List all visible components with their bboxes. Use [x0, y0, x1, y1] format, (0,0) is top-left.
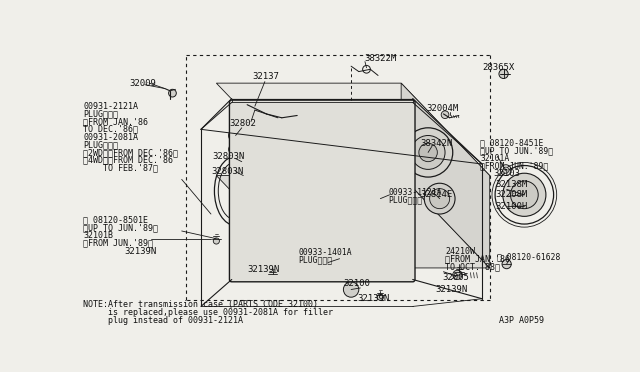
Text: 「FROM JAN.'86: 「FROM JAN.'86 [83, 117, 148, 126]
Circle shape [441, 111, 449, 119]
Text: 32101B: 32101B [83, 231, 113, 240]
Circle shape [308, 183, 332, 206]
Text: 00931-2081A: 00931-2081A [83, 132, 138, 141]
Circle shape [289, 144, 298, 153]
Circle shape [342, 237, 352, 246]
Text: 「UP TO JUN.'89」: 「UP TO JUN.'89」 [83, 224, 158, 232]
Circle shape [289, 237, 298, 246]
Text: 38342N: 38342N [420, 139, 452, 148]
Text: is replaced,please use 00931-2081A for filler: is replaced,please use 00931-2081A for f… [83, 308, 333, 317]
Circle shape [293, 168, 348, 222]
Circle shape [269, 273, 276, 279]
Text: 32139N: 32139N [357, 294, 390, 303]
Text: PLUGプラグ: PLUGプラグ [83, 140, 118, 149]
Circle shape [246, 102, 257, 113]
Text: 32139N: 32139N [247, 265, 280, 274]
Circle shape [274, 148, 367, 241]
Text: NOTE:After transmission case (PARTS CODE 32100): NOTE:After transmission case (PARTS CODE… [83, 301, 318, 310]
Circle shape [259, 107, 266, 115]
Text: 28365X: 28365X [482, 63, 515, 72]
Circle shape [403, 128, 452, 177]
Circle shape [342, 144, 352, 153]
Circle shape [344, 282, 359, 297]
Circle shape [429, 189, 450, 209]
Circle shape [236, 156, 247, 167]
Circle shape [499, 69, 508, 78]
Text: plug instead of 00931-2121A: plug instead of 00931-2121A [83, 316, 243, 325]
Circle shape [168, 89, 176, 97]
Polygon shape [216, 176, 490, 268]
Circle shape [376, 194, 385, 203]
Text: 32137: 32137 [253, 73, 280, 81]
Circle shape [378, 294, 383, 300]
Text: PLUGプラグ: PLUGプラグ [83, 109, 118, 118]
Circle shape [452, 270, 462, 279]
Text: 32005: 32005 [442, 273, 469, 282]
Text: 24210W: 24210W [445, 247, 475, 256]
Text: 32814E: 32814E [420, 190, 452, 199]
Text: 32139N: 32139N [125, 247, 157, 256]
Text: 32100H: 32100H [495, 202, 527, 211]
Text: 00933-1121A: 00933-1121A [388, 188, 442, 197]
Text: 「2WD」「FROM DEC.'86」: 「2WD」「FROM DEC.'86」 [83, 148, 178, 157]
Circle shape [369, 190, 379, 199]
Text: PLUGプラグ: PLUGプラグ [299, 256, 333, 265]
Text: 32139N: 32139N [436, 285, 468, 294]
Text: 「FROM JUN.'89」: 「FROM JUN.'89」 [481, 162, 548, 171]
Circle shape [456, 271, 462, 277]
Circle shape [502, 260, 511, 269]
Text: Ⓑ 08120-8501E: Ⓑ 08120-8501E [83, 216, 148, 225]
Text: Ⓑ 08120-61628: Ⓑ 08120-61628 [497, 252, 561, 261]
Text: 32009: 32009 [129, 78, 156, 88]
Text: 「4WD」「FROM DEC.'86: 「4WD」「FROM DEC.'86 [83, 155, 173, 165]
Circle shape [239, 173, 245, 179]
Polygon shape [401, 83, 490, 268]
Circle shape [228, 144, 239, 155]
Circle shape [228, 129, 243, 142]
Text: 00933-1401A: 00933-1401A [299, 248, 353, 257]
Text: PLUGプラグ: PLUGプラグ [388, 196, 422, 205]
Circle shape [248, 121, 254, 127]
Text: 「UP TO JUN.'89」: 「UP TO JUN.'89」 [481, 147, 554, 155]
Text: 「FROM JUN.'89」: 「FROM JUN.'89」 [83, 239, 153, 248]
Circle shape [259, 133, 382, 256]
Circle shape [238, 170, 249, 181]
Circle shape [323, 257, 333, 268]
Text: 32803N: 32803N [212, 152, 244, 161]
Text: 32100: 32100 [344, 279, 371, 288]
Text: 32802: 32802 [230, 119, 256, 128]
Circle shape [503, 173, 546, 217]
Text: Ⓑ 08120-8451E: Ⓑ 08120-8451E [481, 139, 544, 148]
Circle shape [511, 181, 538, 209]
Circle shape [319, 254, 337, 271]
Circle shape [262, 190, 271, 199]
Circle shape [372, 191, 388, 206]
Text: 32208M: 32208M [495, 190, 527, 199]
Text: 32101A: 32101A [481, 154, 509, 163]
Circle shape [419, 143, 437, 162]
Circle shape [503, 167, 509, 173]
Text: TO OCT.'88」: TO OCT.'88」 [445, 262, 500, 271]
Circle shape [232, 132, 239, 140]
Text: 32138M: 32138M [495, 180, 527, 189]
Text: 「FROM JAN.'86: 「FROM JAN.'86 [445, 254, 510, 263]
Text: 32004M: 32004M [427, 104, 459, 113]
Text: A3P A0P59: A3P A0P59 [499, 316, 543, 325]
Text: 38322M: 38322M [364, 54, 396, 63]
Circle shape [424, 183, 455, 214]
FancyBboxPatch shape [230, 100, 415, 282]
Circle shape [411, 135, 445, 169]
Circle shape [213, 238, 220, 244]
Polygon shape [216, 83, 490, 176]
Text: TO FEB.'87」: TO FEB.'87」 [83, 163, 158, 172]
Text: 32803N: 32803N [211, 167, 243, 176]
Text: 00931-2121A: 00931-2121A [83, 102, 138, 111]
Text: TO DEC.'86」: TO DEC.'86」 [83, 125, 138, 134]
Circle shape [237, 158, 243, 165]
Text: 32103: 32103 [493, 170, 520, 179]
